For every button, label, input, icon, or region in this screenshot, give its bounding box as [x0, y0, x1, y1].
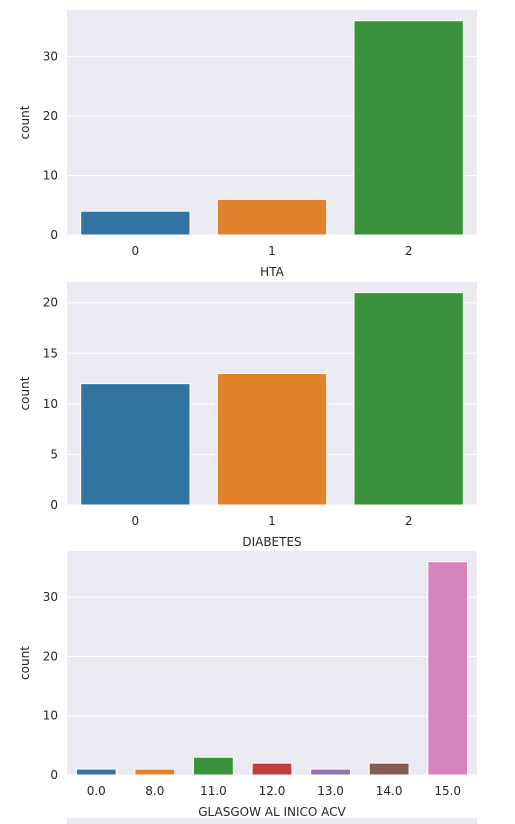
x-tick-label: 8.0 — [145, 784, 164, 798]
y-axis-label: count — [18, 376, 32, 410]
x-tick-label: 12.0 — [259, 784, 286, 798]
y-tick-label: 10 — [43, 397, 58, 411]
next-plot-area-edge — [67, 818, 477, 824]
chart-2: 0 5 10 15 20 0 1 2 DIABETES count — [18, 282, 477, 549]
y-axis-label: count — [18, 105, 32, 139]
y-tick-label: 20 — [43, 649, 58, 663]
x-tick-label: 2 — [405, 514, 413, 528]
bar-0.0 — [75, 768, 117, 776]
y-tick-label: 10 — [43, 709, 58, 723]
bar-12.0 — [251, 762, 293, 776]
x-axis-label: GLASGOW AL INICO ACV — [198, 805, 346, 819]
x-tick-label: 13.0 — [317, 784, 344, 798]
bar-14.0 — [368, 762, 410, 776]
x-tick-label: 0 — [132, 244, 140, 258]
y-tick-label: 0 — [50, 768, 58, 782]
y-tick-label: 5 — [50, 447, 58, 461]
chart-1: 0 10 20 30 0 1 2 HTA count — [18, 10, 477, 279]
x-tick-label: 11.0 — [200, 784, 227, 798]
x-tick-label: 1 — [268, 514, 276, 528]
bar-0 — [80, 383, 191, 506]
y-tick-label: 20 — [43, 109, 58, 123]
x-tick-label: 1 — [268, 244, 276, 258]
x-axis-label: HTA — [260, 265, 284, 279]
y-axis-label: count — [18, 646, 32, 680]
y-tick-label: 30 — [43, 590, 58, 604]
y-tick-label: 20 — [43, 296, 58, 310]
y-tick-label: 0 — [50, 228, 58, 242]
y-tick-label: 10 — [43, 168, 58, 182]
bar-2 — [353, 20, 464, 236]
x-tick-label: 14.0 — [376, 784, 403, 798]
y-tick-label: 15 — [43, 346, 58, 360]
bar-8.0 — [134, 768, 176, 776]
plot-area — [67, 551, 477, 775]
x-tick-label: 15.0 — [434, 784, 461, 798]
bar-15.0 — [427, 561, 469, 776]
x-tick-label: 0 — [132, 514, 140, 528]
y-tick-label: 30 — [43, 49, 58, 63]
bar-1 — [216, 198, 328, 236]
chart-3: 0 10 20 30 0.0 8.0 11.0 12.0 13.0 14.0 15.0 GLASGOW… — [18, 551, 477, 819]
x-tick-label: 0.0 — [87, 784, 106, 798]
bar-0 — [80, 210, 191, 236]
bar-11.0 — [193, 756, 234, 776]
bar-1 — [216, 373, 328, 506]
x-axis-label: DIABETES — [242, 535, 301, 549]
bar-13.0 — [310, 768, 351, 776]
x-tick-label: 2 — [405, 244, 413, 258]
y-tick-label: 0 — [50, 498, 58, 512]
bar-2 — [353, 292, 464, 506]
